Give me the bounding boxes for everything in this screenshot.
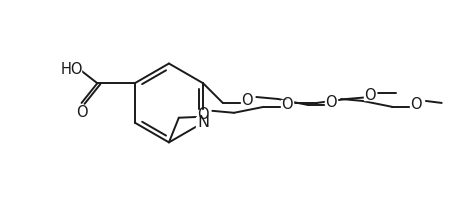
Text: O: O — [196, 107, 208, 122]
Text: O: O — [76, 105, 87, 120]
Bar — [77, 105, 86, 115]
Bar — [63, 64, 80, 75]
Bar — [241, 96, 252, 106]
Text: O: O — [282, 97, 293, 112]
Text: O: O — [410, 97, 422, 112]
Bar — [282, 100, 293, 110]
Bar — [325, 98, 337, 108]
Bar — [196, 110, 208, 120]
Text: O: O — [364, 87, 376, 103]
Text: O: O — [241, 93, 252, 109]
Text: HO: HO — [61, 62, 83, 77]
Text: O: O — [325, 95, 337, 111]
Bar — [196, 117, 210, 129]
Text: N: N — [197, 115, 209, 130]
Bar — [364, 90, 376, 100]
Bar — [410, 100, 422, 110]
